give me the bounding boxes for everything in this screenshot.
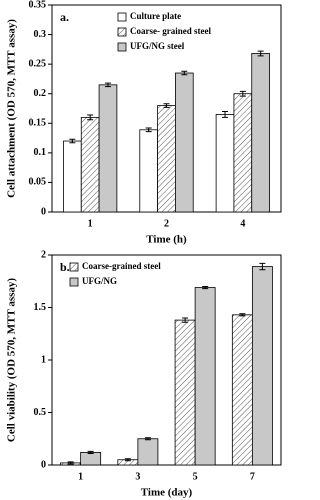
- y-tick-label: 2: [41, 249, 46, 260]
- legend-swatch: [117, 42, 127, 52]
- bar: [80, 116, 100, 213]
- legend-label: Coarse-grained steel: [82, 261, 161, 271]
- figure: 0 0.05 0.1 0.15 0.2 0.25 0.3 0.35 1 2 4 a. Time (h) C…: [6, 0, 282, 499]
- y-tick-label: 0.05: [29, 177, 47, 188]
- y-tick-label: 0.1: [34, 147, 47, 158]
- legend-swatch: [69, 262, 79, 272]
- x-tick-label: 7: [250, 471, 255, 482]
- error-bar: [145, 127, 152, 133]
- x-tick-label: 3: [135, 471, 140, 482]
- x-tick-label: 1: [78, 471, 83, 482]
- error-bar: [202, 286, 209, 290]
- bar: [98, 84, 118, 213]
- y-tick-label: 0.25: [29, 58, 47, 69]
- error-bar: [87, 114, 94, 121]
- error-bar: [181, 70, 188, 76]
- error-bar: [239, 313, 246, 317]
- legend-swatch: [117, 12, 127, 22]
- bar: [251, 53, 270, 213]
- legend-swatch: [117, 27, 127, 37]
- bar: [175, 72, 194, 213]
- x-tick-label: 5: [193, 471, 198, 482]
- panel-label: a.: [60, 10, 69, 24]
- error-bar: [163, 103, 170, 108]
- error-bar: [259, 262, 266, 271]
- error-bar: [69, 138, 76, 144]
- error-bar: [67, 461, 74, 465]
- legend-label: Coarse- grained steel: [130, 26, 211, 36]
- y-tick-label: 0: [41, 206, 46, 217]
- x-axis-label: Time (day): [141, 487, 193, 499]
- bar: [157, 105, 176, 213]
- bar: [215, 114, 235, 213]
- y-tick-label: 1.5: [34, 302, 47, 313]
- error-bar: [87, 450, 94, 454]
- legend-label: UFG/NG steel: [130, 41, 185, 51]
- legend-label: UFG/NG: [82, 276, 117, 286]
- error-bar: [182, 317, 189, 323]
- error-bar: [222, 110, 229, 118]
- bar: [233, 93, 253, 213]
- y-tick-label: 0.5: [34, 407, 47, 418]
- x-tick-label: 1: [88, 218, 93, 229]
- error-bar: [124, 458, 131, 462]
- legend-swatch: [69, 277, 79, 287]
- error-bar: [239, 90, 246, 97]
- y-tick-label: 0.3: [34, 29, 47, 40]
- x-axis-label: Time (h): [146, 234, 187, 246]
- plot-frame: [51, 254, 282, 466]
- bar: [251, 266, 273, 466]
- y-tick-label: 1: [41, 354, 46, 365]
- y-axis-label: Cell attachment (OD 570, MTT assay): [6, 19, 18, 198]
- y-tick-label: 0.35: [29, 0, 47, 10]
- bar: [174, 319, 196, 466]
- y-tick-label: 0.2: [34, 88, 47, 99]
- error-bar: [104, 82, 111, 88]
- x-tick-label: 4: [240, 218, 245, 229]
- bar: [194, 287, 216, 466]
- y-axis-label: Cell viability (OD 570, MTT assay): [6, 278, 18, 443]
- bar: [63, 140, 82, 213]
- y-tick-label: 0: [41, 459, 46, 470]
- bar: [80, 451, 102, 466]
- error-bar: [257, 50, 264, 57]
- bar: [139, 129, 158, 213]
- y-tick-label: 0.15: [29, 118, 47, 129]
- bar: [231, 314, 253, 466]
- panel-label: b.: [60, 260, 70, 274]
- bar: [137, 438, 159, 466]
- x-tick-label: 2: [164, 218, 169, 229]
- error-bar: [144, 437, 151, 441]
- legend-label: Culture plate: [130, 11, 181, 21]
